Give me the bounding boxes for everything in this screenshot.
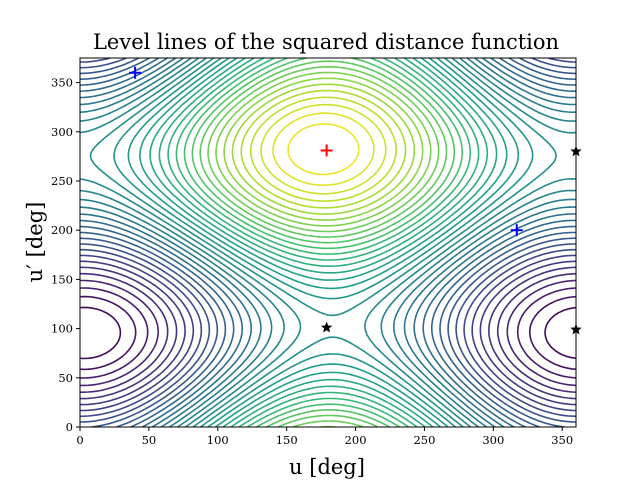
- contour-line: [240, 89, 407, 209]
- x-tick-label: 250: [413, 433, 435, 447]
- contour-line: [175, 58, 472, 427]
- x-axis-ticks: 0 50 100 150 200 250 300 350: [76, 427, 573, 447]
- y-tick-label: 300: [51, 125, 73, 139]
- markers: [129, 66, 582, 335]
- x-tick-label: 300: [482, 433, 504, 447]
- contour-line: [80, 58, 576, 427]
- x-tick-label: 0: [76, 433, 83, 447]
- contour-line: [80, 58, 576, 427]
- contour-line: [80, 306, 576, 360]
- y-tick-label: 150: [51, 272, 73, 286]
- y-axis-label: u′ [deg]: [23, 202, 47, 283]
- contour-line: [191, 58, 456, 427]
- star-marker: [320, 321, 333, 333]
- contour-line: [80, 295, 576, 371]
- contour-line: [80, 266, 576, 400]
- contour-line: [231, 83, 416, 215]
- contour-line: [80, 58, 576, 427]
- x-tick-label: 150: [276, 433, 298, 447]
- contour-line: [167, 58, 480, 427]
- contour-line: [249, 96, 397, 202]
- contour-line: [80, 279, 576, 387]
- x-tick-label: 100: [207, 433, 229, 447]
- plus-marker: [129, 66, 142, 79]
- contour-line: [80, 58, 576, 427]
- contour-line: [260, 103, 387, 195]
- x-tick-label: 200: [345, 433, 367, 447]
- plot-frame: [79, 57, 577, 428]
- y-tick-label: 100: [51, 322, 73, 336]
- y-tick-label: 50: [58, 371, 73, 385]
- y-tick-label: 350: [51, 76, 73, 90]
- contour-line: [272, 112, 375, 186]
- y-tick-label: 250: [51, 174, 73, 188]
- contour-line: [149, 58, 498, 427]
- plus-marker: [510, 224, 523, 237]
- contour-line: [80, 58, 576, 427]
- contour-line: [80, 260, 576, 406]
- contour-line: [80, 254, 576, 412]
- contour-line: [287, 123, 360, 176]
- contour-line: [80, 58, 576, 418]
- contour-line: [80, 272, 576, 393]
- y-tick-label: 200: [51, 223, 73, 237]
- y-axis-ticks: 0 50 100 150 200 250 300 350: [51, 76, 80, 434]
- y-tick-label: 0: [66, 420, 73, 434]
- contour-line: [113, 58, 534, 427]
- contour-line: [80, 58, 576, 423]
- plus-marker: [320, 144, 333, 157]
- x-axis-label: u [deg]: [289, 455, 365, 479]
- contour-line: [89, 58, 557, 427]
- x-tick-label: 350: [551, 433, 573, 447]
- contour-lines: [80, 58, 576, 427]
- contour-line: [223, 77, 424, 221]
- chart-title: Level lines of the squared distance func…: [93, 30, 559, 54]
- contour-line: [80, 287, 576, 379]
- contour-line: [158, 58, 489, 427]
- x-tick-label: 50: [142, 433, 157, 447]
